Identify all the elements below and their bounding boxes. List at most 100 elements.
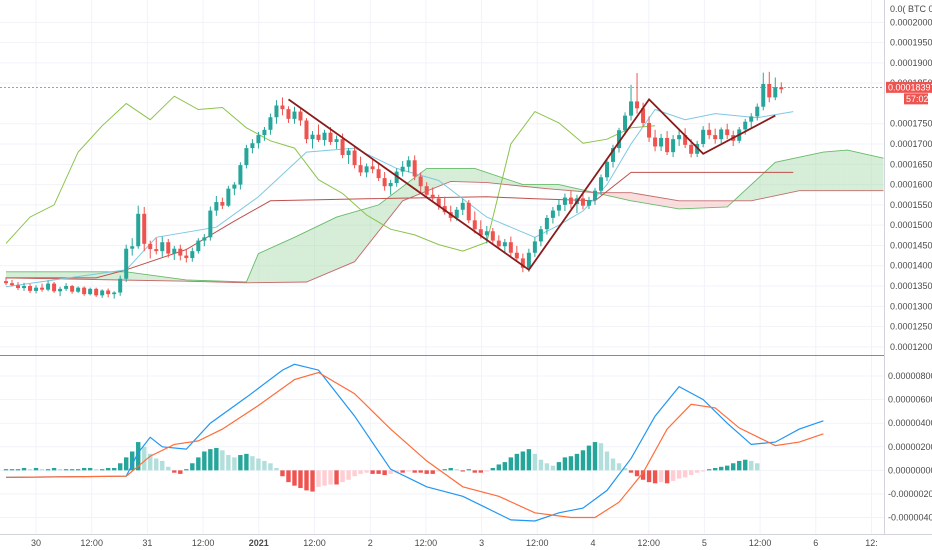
candle-body xyxy=(16,285,21,289)
histogram-bar xyxy=(568,456,574,471)
candle-body xyxy=(370,166,375,170)
candle xyxy=(34,285,39,294)
histogram-bar xyxy=(712,467,718,471)
ichimoku-cloud xyxy=(5,149,884,284)
candle-body xyxy=(478,229,483,236)
histogram-bar xyxy=(616,463,622,471)
cloud-segment xyxy=(306,228,313,282)
candle-body xyxy=(4,281,8,284)
tenkan-line xyxy=(5,108,794,288)
histogram-bar xyxy=(466,469,471,471)
cloud-segment xyxy=(384,195,391,224)
histogram-bar xyxy=(430,470,435,474)
candle xyxy=(580,192,585,210)
histogram-bar xyxy=(148,453,153,471)
histogram-bar xyxy=(316,470,321,487)
candle-body xyxy=(526,252,531,268)
candle-body xyxy=(701,129,706,145)
histogram-bar xyxy=(334,470,339,485)
time-axis[interactable]: 30 12:00 31 12:00 2021 12:00 2 12:00 3 12:00 4 12:0… xyxy=(31,538,878,548)
histogram-bar xyxy=(412,470,417,473)
candle xyxy=(184,248,189,263)
candle xyxy=(430,187,435,203)
histogram-bar xyxy=(592,442,598,471)
histogram-bar xyxy=(604,451,610,471)
candle xyxy=(268,113,273,135)
cloud-segment xyxy=(679,200,686,209)
candle xyxy=(550,206,555,224)
histogram-bar xyxy=(574,453,580,471)
histogram-bar xyxy=(280,470,285,477)
macd-axis[interactable]: 0.00000800 0.00000600 0.00000400 0.00000200… xyxy=(888,371,932,522)
candle xyxy=(130,238,135,256)
candle-body xyxy=(274,105,279,118)
candle-body xyxy=(466,202,471,221)
histogram-bar xyxy=(520,451,526,471)
candle-body xyxy=(460,202,465,210)
candle xyxy=(154,238,159,255)
cloud-segment xyxy=(366,206,373,247)
candle-body xyxy=(226,188,231,206)
candle xyxy=(316,124,321,142)
cloud-segment xyxy=(655,196,662,206)
candle-body xyxy=(623,115,628,131)
candle xyxy=(274,100,279,124)
histogram-bar xyxy=(646,470,652,483)
cloud-segment xyxy=(799,155,806,191)
candle xyxy=(544,215,549,235)
candle xyxy=(653,129,658,152)
candle-body xyxy=(364,166,369,173)
cloud-segment xyxy=(492,174,499,184)
cloud-segment xyxy=(685,200,692,209)
candle-body xyxy=(52,283,57,292)
histogram-bar xyxy=(274,467,279,471)
candle-body xyxy=(382,178,387,187)
candle xyxy=(250,139,255,154)
candle xyxy=(406,156,411,173)
candle-body xyxy=(544,217,549,230)
lagging-span xyxy=(5,95,656,252)
histogram-bar xyxy=(39,469,45,471)
histogram-bar xyxy=(232,457,237,471)
candle-body xyxy=(376,169,381,179)
candle xyxy=(142,206,147,252)
cloud-segment xyxy=(829,151,836,191)
histogram-bar xyxy=(154,458,159,471)
candle-body xyxy=(142,213,147,244)
candle xyxy=(598,174,603,195)
cloud-segment xyxy=(144,274,151,281)
histogram-bar xyxy=(424,470,429,474)
candle-body xyxy=(484,231,489,236)
candle-body xyxy=(280,105,285,110)
zigzag-line xyxy=(287,98,776,272)
cloud-segment xyxy=(450,168,457,182)
macd-tick-label: 0.00000600 xyxy=(888,395,932,405)
histogram-bar xyxy=(298,470,303,489)
candle xyxy=(502,238,507,254)
cloud-segment xyxy=(372,204,379,239)
candle-body xyxy=(154,249,159,252)
candle-body xyxy=(412,160,417,177)
cloud-segment xyxy=(877,156,884,191)
candle-body xyxy=(112,292,117,295)
candle-body xyxy=(532,241,537,253)
cloud-segment xyxy=(859,152,866,191)
candle xyxy=(124,244,129,282)
cloud-segment xyxy=(853,151,860,191)
histogram-bar xyxy=(93,469,99,471)
cloud-segment xyxy=(739,190,746,201)
cloud-segment xyxy=(252,253,259,283)
macd-tick-label: 0.00000000 xyxy=(888,465,932,475)
candle-body xyxy=(82,287,87,295)
candle-body xyxy=(430,194,435,199)
histogram-bar xyxy=(238,455,243,471)
candle-body xyxy=(70,286,75,292)
candle xyxy=(166,238,171,258)
cloud-segment xyxy=(534,184,541,188)
cloud-segment xyxy=(324,220,331,275)
